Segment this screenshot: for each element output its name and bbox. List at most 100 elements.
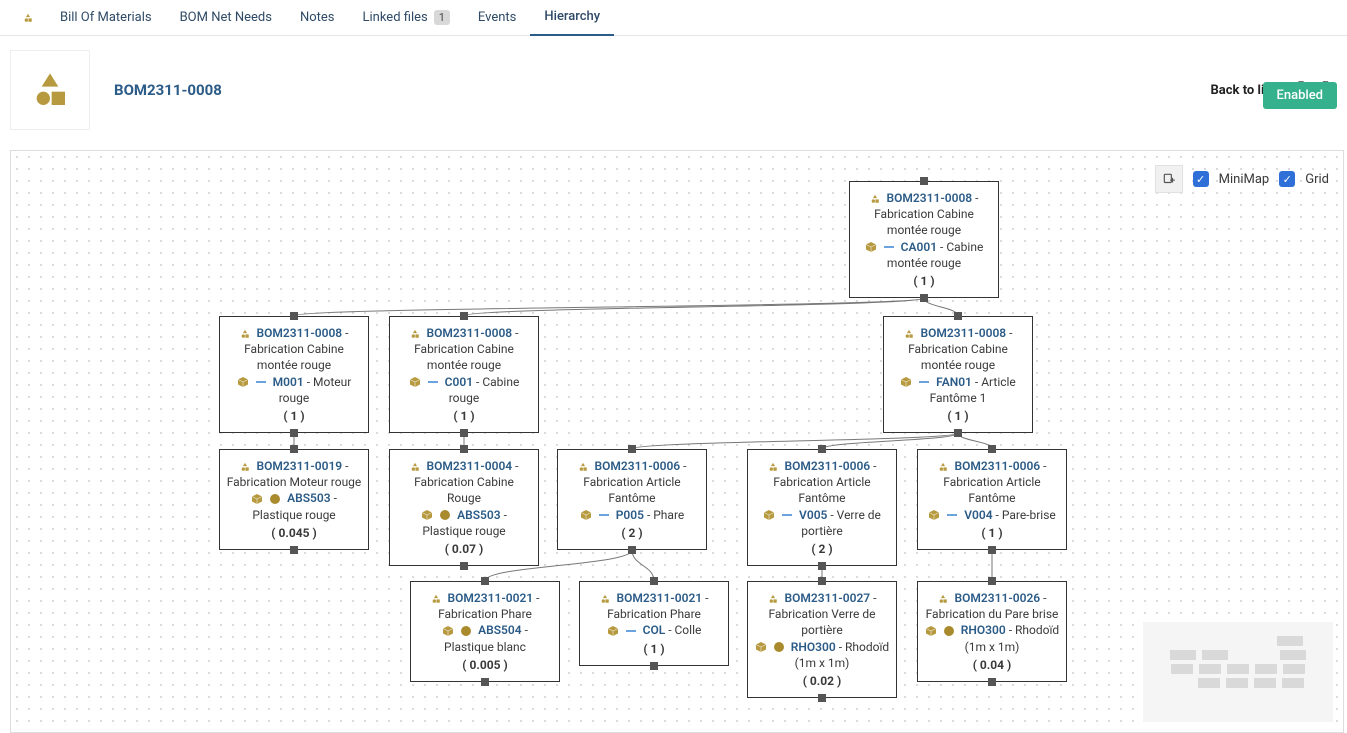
item-code-link[interactable]: ABS504	[478, 623, 522, 637]
bom-code-link[interactable]: BOM2311-0008	[921, 326, 1007, 340]
node-port[interactable]	[481, 678, 489, 686]
node-port[interactable]	[481, 577, 489, 585]
item-code-link[interactable]: C001	[445, 375, 473, 389]
item-code-link[interactable]: CA001	[901, 240, 937, 254]
bom-code-link[interactable]: BOM2311-0008	[887, 191, 973, 205]
minimap[interactable]	[1143, 622, 1333, 722]
item-code-link[interactable]: RHO300	[961, 623, 1006, 637]
node-qty: ( 0.005 )	[417, 657, 553, 673]
hierarchy-node[interactable]: BOM2311-0008 - Fabrication Cabine montée…	[219, 316, 369, 433]
tab-hierarchy[interactable]: Hierarchy	[530, 0, 614, 36]
node-port[interactable]	[988, 445, 996, 453]
item-code-link[interactable]: V005	[799, 508, 827, 522]
node-port[interactable]	[818, 562, 826, 570]
hierarchy-node[interactable]: BOM2311-0021 - Fabrication Phare ABS504 …	[410, 581, 560, 682]
node-port[interactable]	[460, 445, 468, 453]
tab-files[interactable]: Linked files1	[349, 0, 464, 36]
item-code-link[interactable]: RHO300	[791, 640, 836, 654]
grid-checkbox[interactable]: ✓	[1279, 171, 1295, 187]
bom-icon	[600, 591, 614, 605]
minimap-checkbox[interactable]: ✓	[1193, 171, 1209, 187]
bom-code-link[interactable]: BOM2311-0006	[785, 459, 871, 473]
bom-code-link[interactable]: BOM2311-0008	[257, 326, 343, 340]
node-port[interactable]	[954, 312, 962, 320]
hierarchy-node[interactable]: BOM2311-0008 - Fabrication Cabine montée…	[849, 181, 999, 298]
item-code-link[interactable]: P005	[616, 508, 644, 522]
bom-code-link[interactable]: BOM2311-0006	[955, 459, 1041, 473]
hierarchy-node[interactable]: BOM2311-0006 - Fabrication Article Fantô…	[557, 449, 707, 550]
hierarchy-node[interactable]: BOM2311-0027 - Fabrication Verre de port…	[747, 581, 897, 698]
node-port[interactable]	[628, 445, 636, 453]
node-port[interactable]	[290, 429, 298, 437]
node-port[interactable]	[290, 312, 298, 320]
tab-notes[interactable]: Notes	[286, 0, 349, 36]
dash-icon	[626, 630, 636, 632]
hierarchy-node[interactable]: BOM2311-0006 - Fabrication Article Fantô…	[917, 449, 1067, 550]
node-port[interactable]	[818, 694, 826, 702]
add-node-button[interactable]	[1155, 165, 1183, 193]
canvas-toolbar: ✓ MiniMap ✓ Grid	[1155, 165, 1329, 193]
item-code-link[interactable]: ABS503	[457, 508, 501, 522]
item-code-link[interactable]: ABS503	[287, 491, 331, 505]
node-port[interactable]	[818, 445, 826, 453]
item-code-link[interactable]: COL	[643, 623, 666, 637]
node-qty: ( 0.07 )	[396, 541, 532, 557]
dot-icon	[774, 642, 784, 652]
node-qty: ( 1 )	[586, 641, 722, 657]
dot-icon	[944, 626, 954, 636]
hierarchy-node[interactable]: BOM2311-0004 - Fabrication Cabine Rouge …	[389, 449, 539, 566]
node-port[interactable]	[818, 577, 826, 585]
tab-events[interactable]: Events	[464, 0, 530, 36]
tab-bar: Bill Of MaterialsBOM Net Needs Notes Linke…	[0, 0, 1347, 36]
node-qty: ( 0.04 )	[924, 657, 1060, 673]
bom-icon	[768, 459, 782, 473]
node-port[interactable]	[988, 577, 996, 585]
node-port[interactable]	[290, 445, 298, 453]
tab-needs[interactable]: BOM Net Needs	[166, 0, 286, 36]
node-port[interactable]	[290, 546, 298, 554]
cube-icon	[928, 508, 944, 522]
tab-label: Hierarchy	[544, 9, 600, 24]
bom-code-link[interactable]: BOM2311-0021	[448, 591, 534, 605]
hierarchy-node[interactable]: BOM2311-0008 - Fabrication Cabine montée…	[389, 316, 539, 433]
node-port[interactable]	[988, 678, 996, 686]
hierarchy-node[interactable]: BOM2311-0019 - Fabrication Moteur rouge …	[219, 449, 369, 550]
node-port[interactable]	[460, 562, 468, 570]
bom-code-link[interactable]: BOM2311-0004	[427, 459, 513, 473]
bom-code-link[interactable]: BOM2311-0006	[595, 459, 681, 473]
node-qty: ( 0.045 )	[226, 525, 362, 541]
bom-code-link[interactable]: BOM2311-0026	[955, 591, 1041, 605]
page-title: BOM2311-0008	[114, 81, 1211, 99]
node-port[interactable]	[954, 429, 962, 437]
hierarchy-node[interactable]: BOM2311-0026 - Fabrication du Pare brise…	[917, 581, 1067, 682]
tab-label: Notes	[300, 10, 335, 25]
bom-code-link[interactable]: BOM2311-0008	[427, 326, 513, 340]
bom-code-link[interactable]: BOM2311-0019	[257, 459, 343, 473]
cube-icon	[409, 375, 425, 389]
bom-code-link[interactable]: BOM2311-0027	[785, 591, 871, 605]
hierarchy-node[interactable]: BOM2311-0006 - Fabrication Article Fantô…	[747, 449, 897, 566]
item-code-link[interactable]: FAN01	[936, 375, 972, 389]
dash-icon	[256, 381, 266, 383]
node-port[interactable]	[650, 662, 658, 670]
node-port[interactable]	[920, 294, 928, 302]
node-port[interactable]	[650, 577, 658, 585]
item-code-link[interactable]: V004	[964, 508, 992, 522]
dash-icon	[428, 381, 438, 383]
item-desc: - Colle	[668, 623, 701, 637]
item-code-link[interactable]: M001	[273, 375, 304, 389]
bom-icon	[904, 326, 918, 340]
node-port[interactable]	[628, 546, 636, 554]
home-icon[interactable]	[10, 13, 46, 23]
dash-icon	[884, 246, 894, 248]
node-port[interactable]	[920, 177, 928, 185]
tab-bom[interactable]: Bill Of Materials	[46, 0, 166, 36]
bom-code-link[interactable]: BOM2311-0021	[617, 591, 703, 605]
node-port[interactable]	[988, 546, 996, 554]
node-port[interactable]	[460, 429, 468, 437]
hierarchy-node[interactable]: BOM2311-0021 - Fabrication Phare COL - C…	[579, 581, 729, 666]
node-port[interactable]	[460, 312, 468, 320]
dash-icon	[947, 514, 957, 516]
hierarchy-node[interactable]: BOM2311-0008 - Fabrication Cabine montée…	[883, 316, 1033, 433]
item-desc: - Phare	[647, 508, 684, 522]
